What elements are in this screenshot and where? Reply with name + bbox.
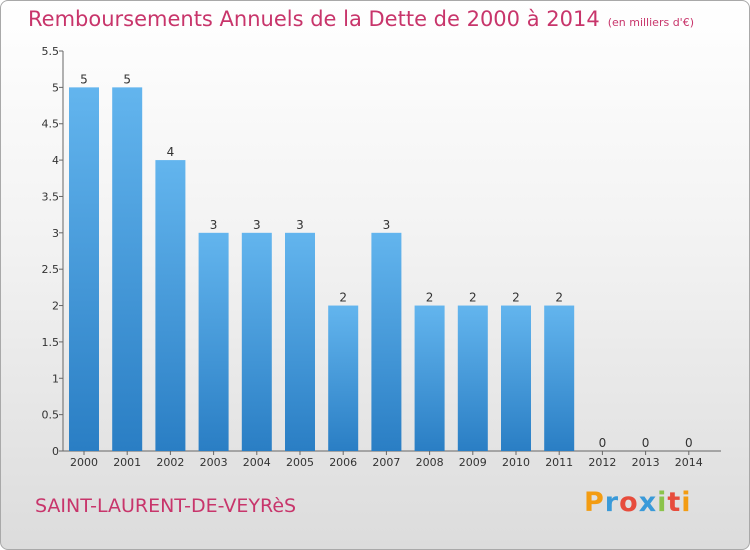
bar — [241, 232, 272, 451]
bar — [544, 305, 575, 451]
bar — [414, 305, 445, 451]
y-tick-label: 2 — [52, 300, 59, 313]
data-label: 2 — [426, 291, 434, 305]
data-label: 2 — [512, 291, 520, 305]
data-label: 3 — [253, 218, 261, 232]
bar — [501, 305, 531, 451]
bar — [371, 232, 402, 451]
bar — [198, 232, 229, 451]
x-tick-label: 2005 — [286, 456, 314, 469]
data-label: 3 — [210, 218, 218, 232]
data-label: 0 — [642, 436, 650, 450]
y-tick-label: 3 — [52, 227, 59, 240]
x-tick-label: 2006 — [329, 456, 357, 469]
y-tick-label: 3.5 — [42, 190, 60, 203]
data-label: 2 — [469, 291, 477, 305]
data-label: 4 — [167, 145, 175, 159]
x-tick-label: 2014 — [675, 456, 703, 469]
x-tick-label: 2010 — [502, 456, 530, 469]
chart-title-text: Remboursements Annuels de la Dette de 20… — [28, 7, 600, 31]
bar — [69, 87, 99, 451]
x-tick-label: 2013 — [632, 456, 660, 469]
chart-unit: (en milliers d'€) — [607, 16, 694, 29]
x-tick-label: 2011 — [545, 456, 573, 469]
y-tick-label: 0 — [52, 445, 59, 458]
place-name: SAINT-LAURENT-DE-VEYRèS — [35, 495, 297, 517]
data-label: 3 — [296, 218, 304, 232]
data-label: 0 — [599, 436, 607, 450]
y-tick-label: 1.5 — [42, 336, 60, 349]
y-tick-label: 5.5 — [42, 45, 60, 58]
x-tick-label: 2000 — [70, 456, 98, 469]
x-tick-label: 2009 — [459, 456, 487, 469]
data-label: 0 — [685, 436, 693, 450]
x-tick-label: 2004 — [243, 456, 271, 469]
bar — [112, 87, 143, 451]
data-label: 3 — [383, 218, 391, 232]
y-tick-label: 4 — [52, 154, 59, 167]
y-tick-label: 0.5 — [42, 409, 60, 422]
x-tick-label: 2002 — [156, 456, 184, 469]
data-label: 2 — [555, 291, 563, 305]
y-tick-label: 1 — [52, 372, 59, 385]
y-tick-label: 2.5 — [42, 263, 60, 276]
data-label: 2 — [339, 291, 347, 305]
bar — [457, 305, 488, 451]
brand-logo: Proxiti — [584, 487, 692, 518]
bar — [328, 305, 359, 451]
x-tick-label: 2012 — [588, 456, 616, 469]
data-label: 5 — [123, 72, 131, 86]
x-tick-label: 2008 — [416, 456, 444, 469]
data-label: 5 — [80, 72, 88, 86]
y-tick-label: 4.5 — [42, 118, 60, 131]
bar — [285, 232, 315, 451]
x-tick-label: 2003 — [200, 456, 228, 469]
y-tick-label: 5 — [52, 81, 59, 94]
bar — [155, 160, 186, 451]
chart-title: Remboursements Annuels de la Dette de 20… — [28, 7, 694, 31]
x-tick-label: 2007 — [372, 456, 400, 469]
x-tick-label: 2001 — [113, 456, 141, 469]
